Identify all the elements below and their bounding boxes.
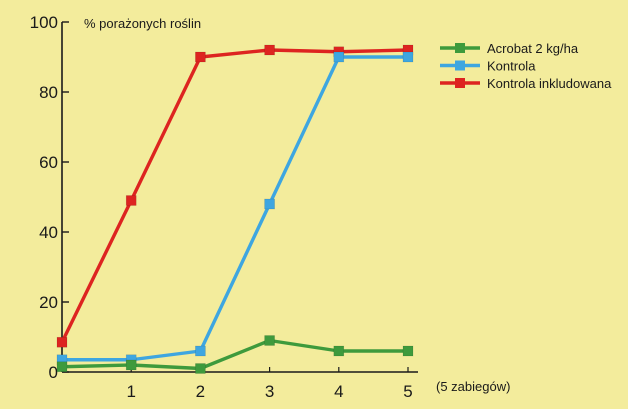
series-line: [62, 55, 408, 362]
series-0: [56, 335, 414, 374]
y-tick-label: 20: [39, 293, 58, 312]
y-tick-label: 40: [39, 223, 58, 242]
series-line: [61, 338, 408, 371]
data-point: [333, 51, 345, 63]
y-axis-title: % porażonych roślin: [84, 16, 201, 31]
data-point: [264, 44, 275, 56]
x-axis-title: (5 zabiegów): [436, 379, 510, 394]
data-point: [125, 359, 137, 371]
series-2: [56, 44, 414, 348]
data-point: [195, 345, 206, 357]
data-point: [195, 51, 206, 63]
data-point: [56, 336, 68, 348]
data-point: [402, 345, 414, 357]
y-tick-label: 60: [39, 153, 58, 172]
legend-swatch-marker: [455, 43, 465, 53]
y-tick-label: 100: [30, 13, 58, 32]
legend-item: Acrobat 2 kg/ha: [440, 41, 579, 56]
x-tick-label: 3: [265, 382, 274, 401]
legend-item: Kontrola: [440, 59, 536, 74]
series-group: [56, 44, 414, 374]
legend: Acrobat 2 kg/ha Kontrola Kontrola inkludow…: [440, 41, 612, 91]
x-tick-label: 4: [334, 382, 343, 401]
series-1: [56, 51, 414, 366]
series-line: [60, 48, 409, 343]
axes: [61, 22, 418, 373]
data-point: [264, 198, 275, 210]
data-point: [333, 345, 345, 357]
legend-swatch-marker: [455, 60, 465, 71]
y-ticks: 0 20 40 60 80 100: [30, 13, 69, 382]
data-point: [195, 363, 206, 374]
x-tick-label: 5: [403, 382, 412, 401]
data-point: [56, 361, 68, 373]
legend-label: Acrobat 2 kg/ha: [487, 41, 579, 56]
legend-swatch-marker: [455, 78, 465, 88]
legend-item: Kontrola inkludowana: [440, 76, 612, 91]
legend-label: Kontrola inkludowana: [487, 76, 612, 91]
x-tick-label: 1: [126, 382, 135, 401]
data-point: [402, 51, 414, 63]
y-tick-label: 80: [39, 83, 58, 102]
data-point: [125, 195, 137, 206]
y-tick-label: 0: [49, 363, 58, 382]
x-tick-label: 2: [196, 382, 205, 401]
legend-label: Kontrola: [487, 59, 536, 74]
data-point: [264, 335, 275, 346]
